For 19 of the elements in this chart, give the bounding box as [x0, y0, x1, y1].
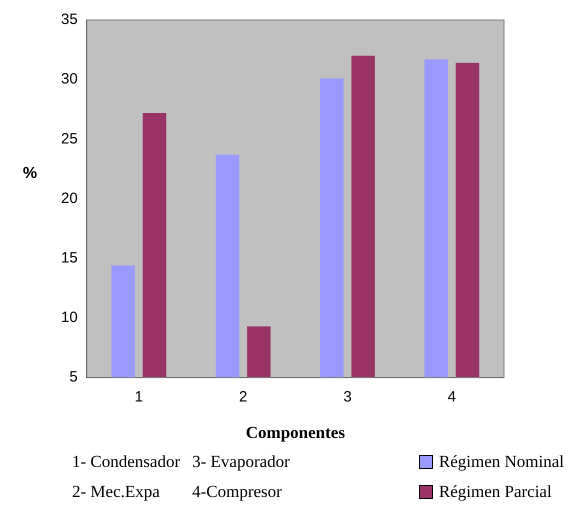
text: 3- Evaporador: [192, 452, 290, 472]
y-tick-label: 15: [60, 250, 78, 267]
x-tick-label: 3: [343, 388, 352, 406]
x-tick-label: 4: [448, 388, 456, 406]
legend-label: Régimen Nominal: [438, 452, 564, 472]
text: 4-Compresor: [192, 482, 283, 502]
y-axis-title: %: [22, 165, 38, 182]
x-tick-label: 1: [134, 388, 144, 406]
y-tick-label: 30: [60, 70, 78, 88]
text: 2- Mec.Expa: [72, 482, 161, 502]
y-tick-label: 25: [60, 130, 78, 148]
y-tick-label: 20: [60, 190, 78, 207]
x-axis-title: Componentes: [246, 423, 346, 442]
y-tick-label: 10: [60, 309, 78, 326]
text: 1- Condensador: [72, 452, 180, 472]
y-tick-label: 35: [60, 11, 78, 28]
x-tick-label: 2: [239, 388, 248, 406]
y-tick-label: 5: [69, 368, 78, 386]
legend-label: Régimen Parcial: [438, 482, 552, 502]
